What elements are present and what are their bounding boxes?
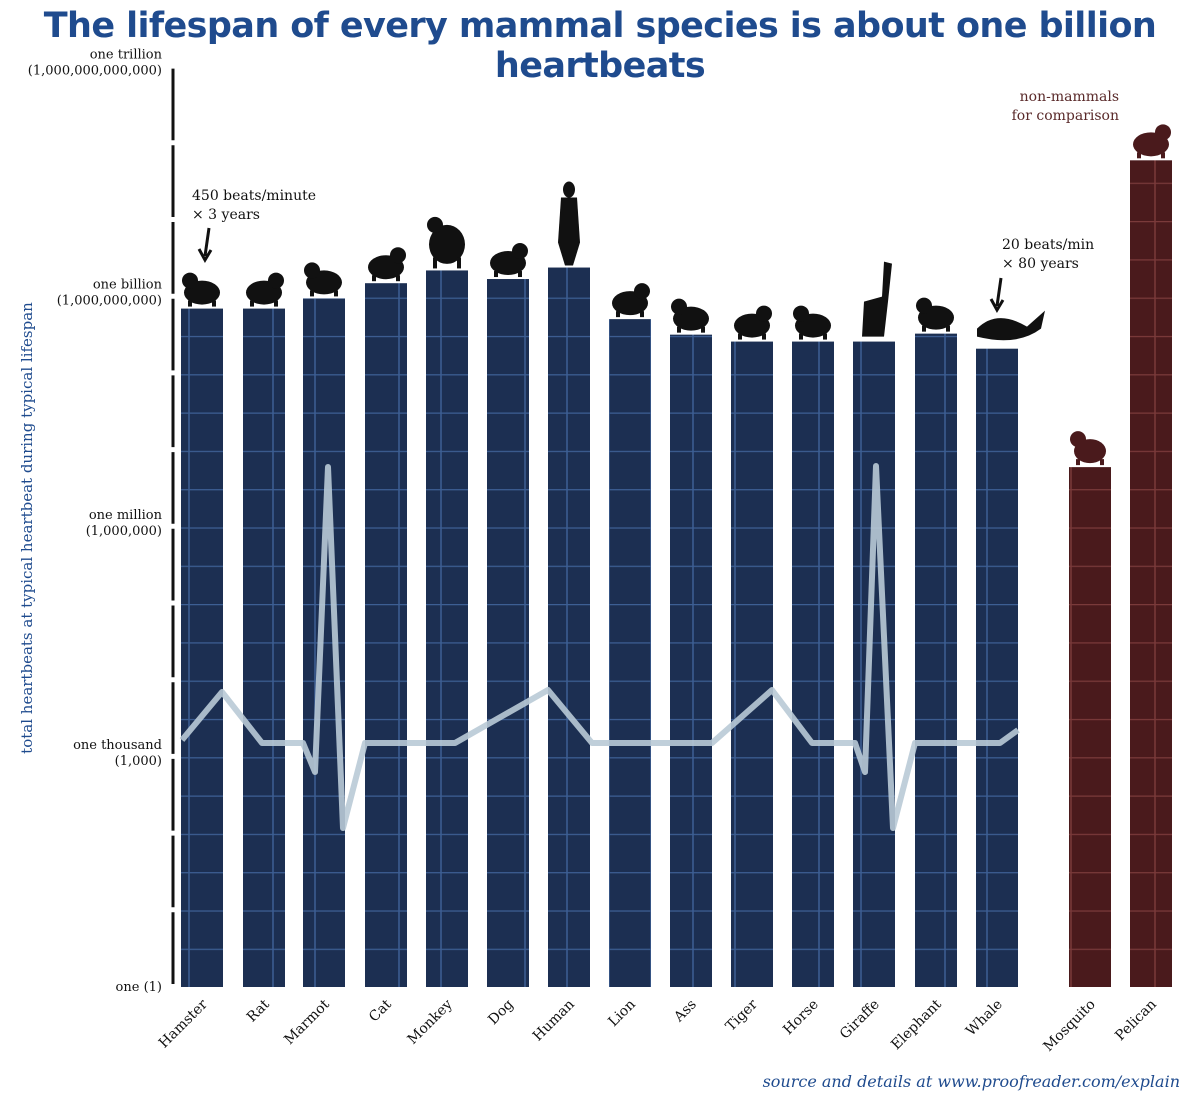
annotation-text: × 3 years xyxy=(192,207,260,223)
human-silhouette-icon xyxy=(558,181,580,266)
bar-lion xyxy=(609,319,651,987)
bar-horse xyxy=(792,341,834,987)
x-tick-label: Whale xyxy=(963,997,1006,1040)
bar-human xyxy=(548,267,590,987)
chart-title: The lifespan of every mammal species is … xyxy=(43,6,1157,86)
bar-whale xyxy=(976,348,1018,987)
x-tick-label: Mosquito xyxy=(1041,997,1099,1055)
x-tick-label: Pelican xyxy=(1112,997,1160,1045)
y-tick-label: (1,000,000) xyxy=(86,524,162,539)
annotation-text: 450 beats/minute xyxy=(192,188,316,204)
y-tick-label: (1,000,000,000,000) xyxy=(28,64,162,79)
arrow-icon xyxy=(989,277,1005,314)
heartbeat-line xyxy=(179,463,1020,831)
x-tick-label: Elephant xyxy=(888,996,945,1053)
bar-tiger xyxy=(731,341,773,987)
x-tick-label: Cat xyxy=(366,996,395,1025)
x-tick-label: Human xyxy=(530,997,578,1045)
bar-mosquito xyxy=(1069,467,1111,987)
rat-silhouette-icon xyxy=(246,272,284,307)
y-tick-label: one billion xyxy=(93,278,163,293)
annotation-text: for comparison xyxy=(1012,108,1119,124)
bar-marmot xyxy=(303,298,345,988)
x-tick-label: Monkey xyxy=(405,996,456,1047)
horse-silhouette-icon xyxy=(793,305,831,340)
arrow-icon xyxy=(197,227,213,264)
source-note: source and details at www.proofreader.co… xyxy=(763,1072,1180,1091)
x-tick-label: Lion xyxy=(605,997,638,1030)
bar-ass xyxy=(670,334,712,987)
whale-silhouette-icon xyxy=(977,310,1045,341)
x-tick-label: Rat xyxy=(244,996,273,1025)
x-tick-label: Hamster xyxy=(156,996,211,1051)
tiger-silhouette-icon xyxy=(734,305,772,340)
pelican-silhouette-icon xyxy=(1133,124,1171,159)
mosquito-silhouette-icon xyxy=(1070,431,1106,466)
annotation-text: 20 beats/min xyxy=(1002,237,1094,253)
y-axis-label: total heartbeats at typical heartbeat du… xyxy=(18,302,36,754)
dog-silhouette-icon xyxy=(490,243,528,278)
x-tick-label: Dog xyxy=(485,996,517,1028)
y-tick-label: (1,000) xyxy=(115,754,162,769)
bar-monkey xyxy=(426,270,468,988)
bar-giraffe xyxy=(853,341,895,987)
y-tick-label: one thousand xyxy=(73,738,162,753)
annotation-text: non-mammals xyxy=(1020,89,1119,105)
bar-rat xyxy=(243,308,285,987)
bar-elephant xyxy=(915,333,957,987)
marmot-silhouette-icon xyxy=(304,262,342,297)
monkey-silhouette-icon xyxy=(427,216,465,269)
x-tick-label: Giraffe xyxy=(837,997,883,1043)
y-tick-label: one trillion xyxy=(90,48,163,63)
x-tick-label: Tiger xyxy=(723,996,761,1034)
x-tick-label: Ass xyxy=(670,997,699,1026)
y-tick-label: one million xyxy=(89,508,163,523)
giraffe-silhouette-icon xyxy=(862,261,892,337)
bar-hamster xyxy=(181,308,223,987)
y-tick-label: one (1) xyxy=(116,980,162,995)
bar-pelican xyxy=(1130,160,1172,987)
y-tick-label: (1,000,000,000) xyxy=(57,294,162,309)
hamster-silhouette-icon xyxy=(182,272,220,307)
lion-silhouette-icon xyxy=(612,283,650,318)
cat-silhouette-icon xyxy=(368,247,406,282)
bar-dog xyxy=(487,279,529,988)
annotation-text: × 80 years xyxy=(1002,256,1079,272)
ass-silhouette-icon xyxy=(671,298,709,333)
x-tick-label: Horse xyxy=(780,997,822,1039)
bar-cat xyxy=(365,283,407,987)
elephant-silhouette-icon xyxy=(916,297,954,332)
x-tick-label: Marmot xyxy=(281,996,333,1048)
